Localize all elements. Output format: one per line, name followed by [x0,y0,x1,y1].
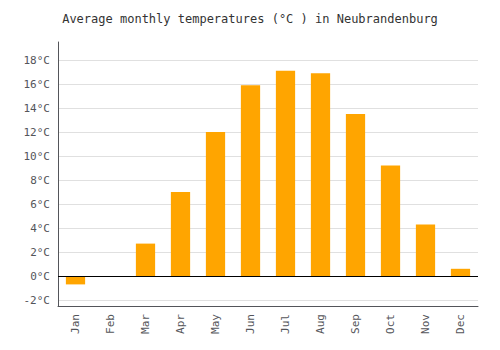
svg-text:Jul: Jul [279,314,292,334]
svg-text:Aug: Aug [314,314,327,334]
svg-text:Oct: Oct [384,314,397,334]
svg-text:14°C: 14°C [24,102,51,115]
svg-text:Sep: Sep [349,314,362,334]
svg-text:4°C: 4°C [30,222,50,235]
svg-text:18°C: 18°C [24,54,51,67]
svg-text:8°C: 8°C [30,174,50,187]
svg-text:6°C: 6°C [30,198,50,211]
svg-text:10°C: 10°C [24,150,51,163]
svg-text:May: May [209,314,222,334]
svg-text:2°C: 2°C [30,246,50,259]
svg-text:-2°C: -2°C [24,294,51,307]
svg-text:12°C: 12°C [24,126,51,139]
svg-text:Feb: Feb [104,314,117,334]
svg-text:Average monthly temperatures (: Average monthly temperatures (°C ) in Ne… [62,12,438,26]
svg-text:Apr: Apr [174,314,187,334]
svg-text:Mar: Mar [139,314,152,334]
svg-text:Jun: Jun [244,314,257,334]
svg-text:Dec: Dec [454,314,467,334]
svg-text:16°C: 16°C [24,78,51,91]
svg-text:Jan: Jan [69,314,82,334]
svg-text:Nov: Nov [419,314,432,334]
svg-text:0°C: 0°C [30,270,50,283]
